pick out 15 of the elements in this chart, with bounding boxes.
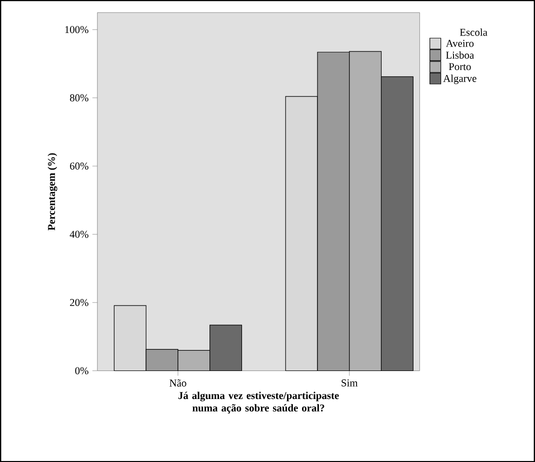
legend-title: Escola <box>460 28 488 36</box>
legend-label: Algarve <box>443 74 476 84</box>
y-tick-label: 20% <box>70 298 88 306</box>
x-axis-title: Já alguma vez estiveste/participaste numa ação sobre saúde oral? <box>178 392 339 414</box>
y-axis-title: Percentagem (%) <box>48 153 58 230</box>
legend-label: Lisboa <box>446 51 474 59</box>
y-tick-label: 60% <box>70 162 88 170</box>
legend-label: Aveiro <box>446 40 474 47</box>
y-tick-label: 0% <box>75 367 88 374</box>
y-tick-label: 40% <box>70 230 88 238</box>
y-tick-label: 100% <box>65 26 88 34</box>
legend-label: Porto <box>448 63 471 70</box>
y-tick-label: 80% <box>70 94 88 102</box>
x-tick-label: Não <box>170 379 186 386</box>
x-tick-label: Sim <box>342 379 358 386</box>
